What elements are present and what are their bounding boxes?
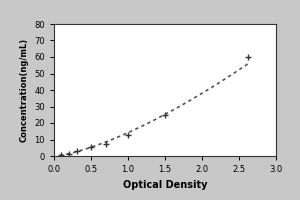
Y-axis label: Concentration(ng/mL): Concentration(ng/mL) — [20, 38, 29, 142]
X-axis label: Optical Density: Optical Density — [123, 180, 207, 190]
